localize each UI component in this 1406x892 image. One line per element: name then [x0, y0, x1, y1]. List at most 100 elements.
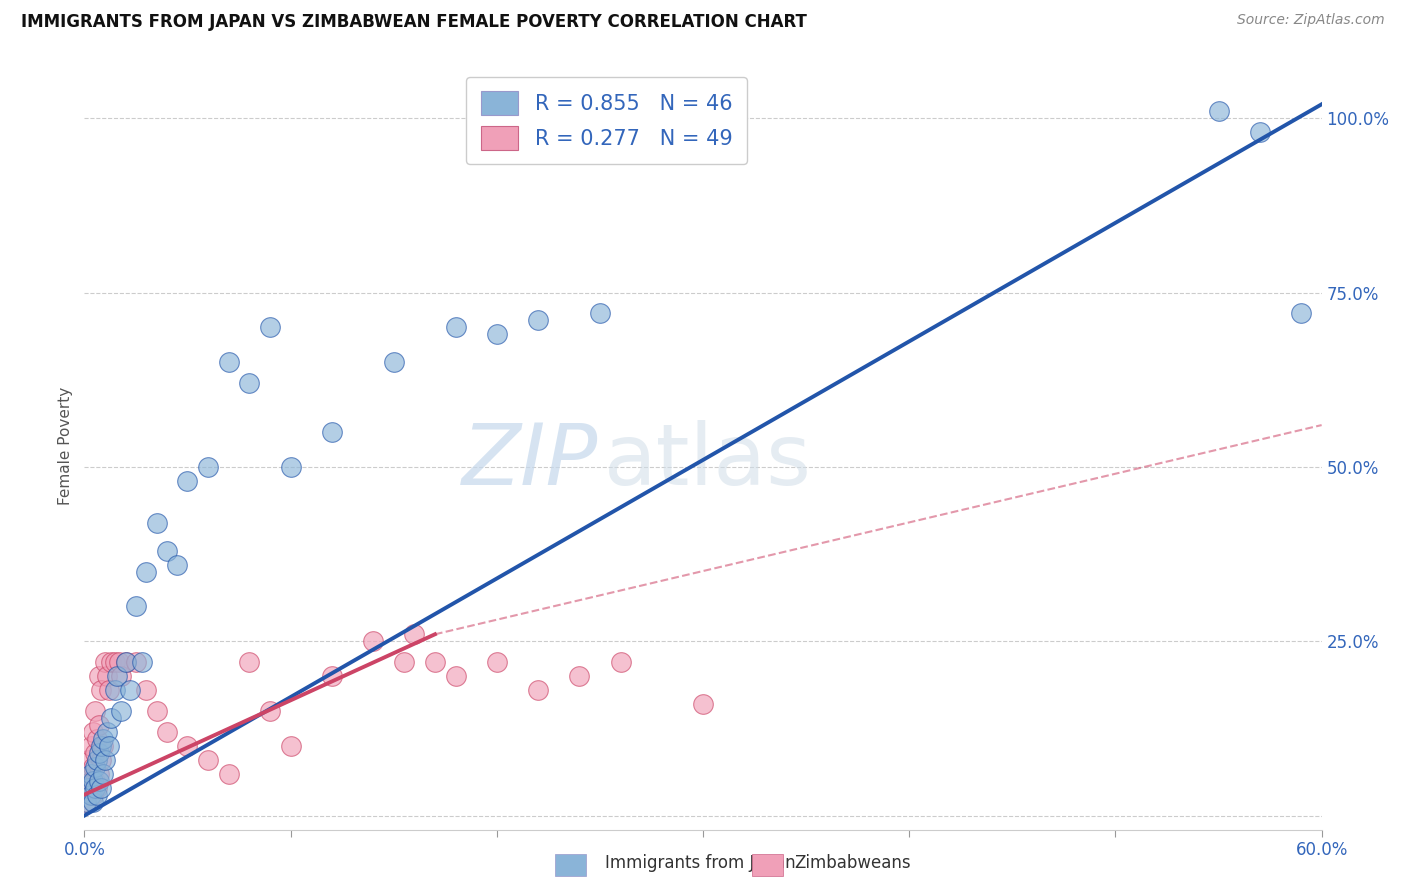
Point	[105, 669, 128, 683]
Point	[82, 760, 104, 774]
Point	[156, 725, 179, 739]
Point	[114, 655, 136, 669]
Y-axis label: Female Poverty: Female Poverty	[58, 387, 73, 505]
Point	[131, 655, 153, 669]
Point	[135, 683, 157, 698]
Point	[1289, 306, 1312, 320]
Point	[485, 327, 508, 342]
Point	[125, 655, 148, 669]
Point	[100, 655, 122, 669]
Point	[91, 766, 114, 780]
Point	[110, 669, 132, 683]
Point	[91, 739, 114, 753]
Point	[485, 655, 508, 669]
Point	[94, 655, 117, 669]
Point	[91, 731, 114, 746]
Point	[79, 739, 101, 753]
Point	[87, 766, 110, 780]
Point	[75, 766, 97, 780]
Point	[83, 760, 105, 774]
Point	[568, 669, 591, 683]
Point	[125, 599, 148, 614]
Point	[83, 704, 105, 718]
Point	[1249, 125, 1271, 139]
Point	[87, 718, 110, 732]
Text: ZIP: ZIP	[461, 420, 598, 503]
Point	[83, 746, 105, 760]
Point	[238, 376, 260, 391]
Point	[166, 558, 188, 572]
Point	[87, 669, 110, 683]
Point	[75, 795, 97, 809]
Point	[96, 725, 118, 739]
Point	[86, 753, 108, 767]
Point	[108, 655, 131, 669]
Point	[259, 704, 281, 718]
Point	[77, 780, 100, 795]
Point	[361, 634, 384, 648]
Legend: R = 0.855   N = 46, R = 0.277   N = 49: R = 0.855 N = 46, R = 0.277 N = 49	[465, 77, 747, 164]
Point	[82, 725, 104, 739]
Point	[218, 355, 240, 369]
Point	[100, 711, 122, 725]
Point	[98, 739, 121, 753]
Point	[82, 788, 104, 802]
Text: Source: ZipAtlas.com: Source: ZipAtlas.com	[1237, 13, 1385, 28]
Point	[79, 766, 101, 780]
Text: atlas: atlas	[605, 420, 813, 503]
Point	[86, 780, 108, 795]
Point	[1208, 104, 1230, 119]
Point	[83, 773, 105, 788]
Point	[156, 543, 179, 558]
Point	[527, 683, 550, 698]
Point	[96, 669, 118, 683]
Point	[94, 753, 117, 767]
Point	[527, 313, 550, 327]
Point	[197, 753, 219, 767]
Point	[82, 795, 104, 809]
Point	[423, 655, 446, 669]
Point	[87, 746, 110, 760]
Point	[609, 655, 631, 669]
Point	[145, 516, 167, 530]
Point	[87, 773, 110, 788]
Point	[79, 773, 101, 788]
Point	[114, 655, 136, 669]
Point	[404, 627, 426, 641]
Point	[104, 655, 127, 669]
Point	[321, 425, 343, 439]
Point	[98, 683, 121, 698]
Point	[218, 766, 240, 780]
Point	[104, 683, 127, 698]
Point	[83, 780, 105, 795]
Point	[90, 753, 112, 767]
Point	[259, 320, 281, 334]
Point	[692, 697, 714, 711]
Point	[197, 459, 219, 474]
Point	[90, 739, 112, 753]
Point	[280, 739, 302, 753]
Text: Immigrants from Japan: Immigrants from Japan	[605, 855, 796, 872]
Point	[86, 788, 108, 802]
Point	[238, 655, 260, 669]
Point	[77, 753, 100, 767]
Point	[589, 306, 612, 320]
Point	[79, 788, 101, 802]
Point	[118, 683, 141, 698]
Point	[392, 655, 415, 669]
Point	[90, 683, 112, 698]
Point	[110, 704, 132, 718]
Point	[75, 795, 97, 809]
Point	[321, 669, 343, 683]
Point	[135, 565, 157, 579]
Point	[444, 320, 467, 334]
Point	[145, 704, 167, 718]
Text: IMMIGRANTS FROM JAPAN VS ZIMBABWEAN FEMALE POVERTY CORRELATION CHART: IMMIGRANTS FROM JAPAN VS ZIMBABWEAN FEMA…	[21, 13, 807, 31]
Point	[77, 780, 100, 795]
Point	[176, 474, 198, 488]
Point	[86, 731, 108, 746]
Point	[82, 773, 104, 788]
Point	[90, 780, 112, 795]
Point	[382, 355, 405, 369]
Point	[280, 459, 302, 474]
